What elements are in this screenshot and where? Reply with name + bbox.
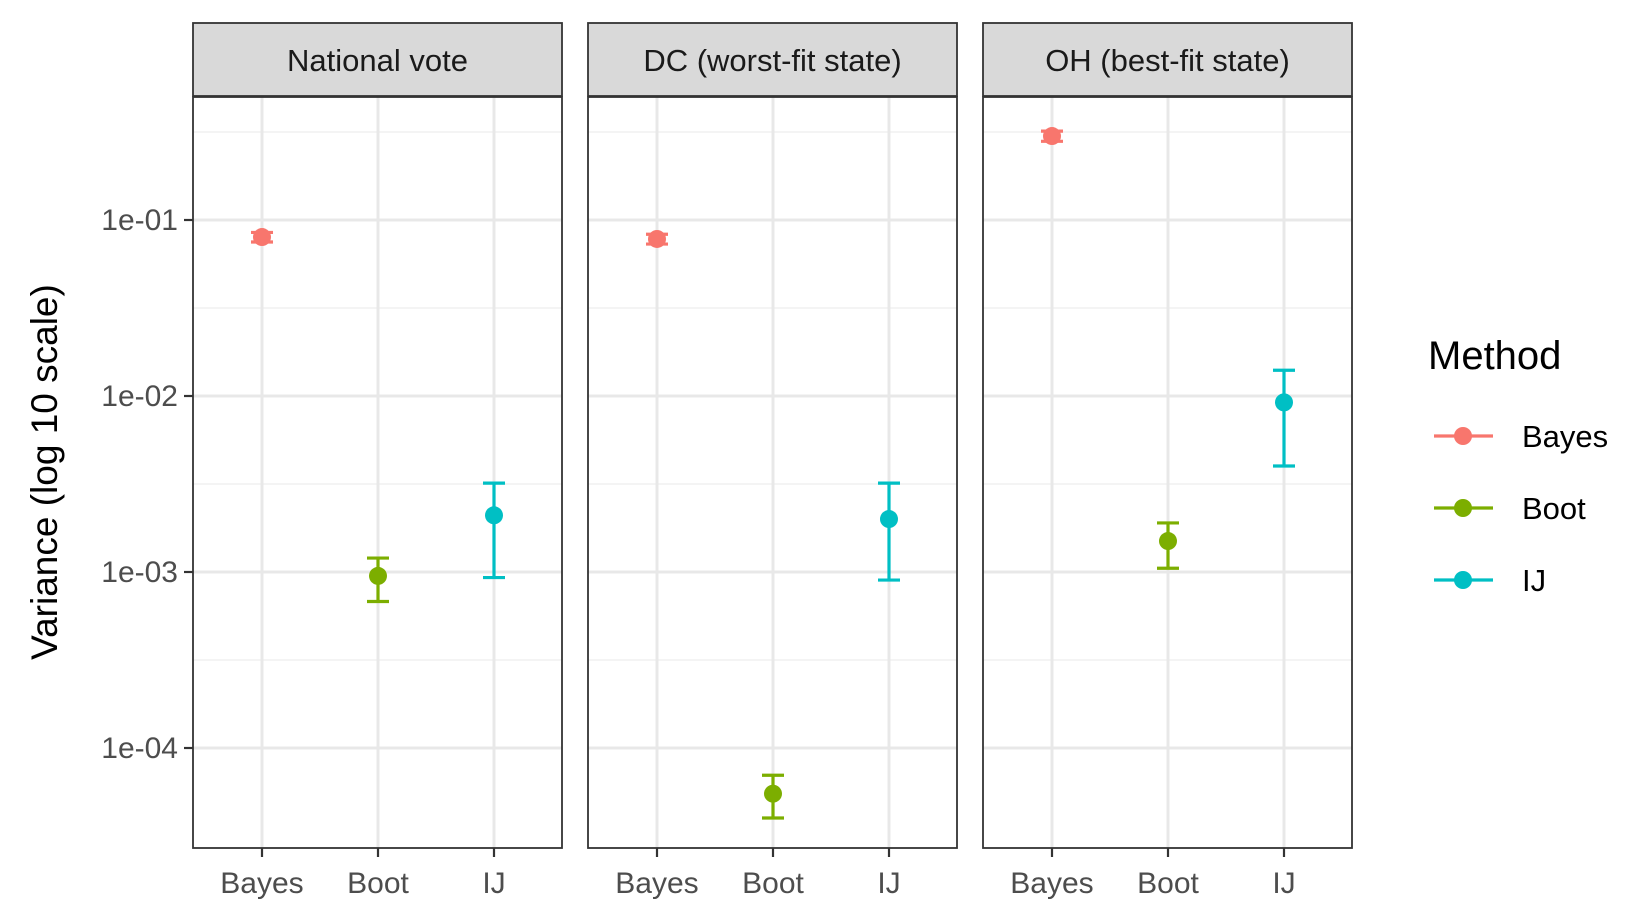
data-point-ij [483, 481, 505, 580]
point-marker [1275, 393, 1293, 412]
legend-key-marker [1454, 571, 1472, 589]
point-marker [1043, 127, 1061, 146]
legend-label: IJ [1522, 563, 1546, 598]
data-point-ij [878, 481, 900, 582]
legend-label: Boot [1522, 491, 1586, 526]
y-tick-label: 1e-04 [101, 732, 178, 765]
legend-key-marker [1454, 499, 1472, 517]
data-point-bayes [646, 229, 668, 248]
data-point-bayes [1041, 127, 1063, 146]
x-tick-label: Boot [1137, 867, 1199, 900]
data-point-ij [1273, 368, 1295, 468]
x-tick-label: Boot [347, 867, 409, 900]
point-marker [485, 506, 503, 525]
point-marker [369, 566, 387, 585]
y-tick-label: 1e-03 [101, 556, 178, 589]
point-marker [764, 784, 782, 803]
facet-strip [982, 22, 1353, 97]
data-point-boot [367, 556, 389, 604]
legend-label: Bayes [1522, 419, 1608, 454]
point-marker [253, 228, 271, 247]
facet-strip [587, 22, 958, 97]
point-marker [880, 510, 898, 529]
facet-strip-title: OH (best-fit state) [1045, 43, 1290, 78]
data-point-bayes [251, 228, 273, 247]
y-axis-title: Variance (log 10 scale) [24, 284, 65, 660]
data-point-boot [1157, 521, 1179, 570]
x-tick-label: Boot [742, 867, 804, 900]
point-marker [648, 229, 666, 248]
point-marker [1159, 532, 1177, 551]
x-tick-label: Bayes [615, 867, 698, 900]
facet-strip-title: DC (worst-fit state) [643, 43, 901, 78]
y-tick-label: 1e-01 [101, 204, 178, 237]
x-tick-label: IJ [1272, 867, 1295, 900]
x-tick-label: Bayes [220, 867, 303, 900]
facet-strip-title: National vote [287, 43, 468, 78]
legend-key-marker [1454, 427, 1472, 445]
y-tick-label: 1e-02 [101, 380, 178, 413]
data-point-boot [762, 773, 784, 820]
x-tick-label: IJ [877, 867, 900, 900]
x-tick-label: Bayes [1010, 867, 1093, 900]
x-tick-label: IJ [482, 867, 505, 900]
facet-strip [192, 22, 563, 97]
legend-title: Method [1428, 334, 1561, 378]
